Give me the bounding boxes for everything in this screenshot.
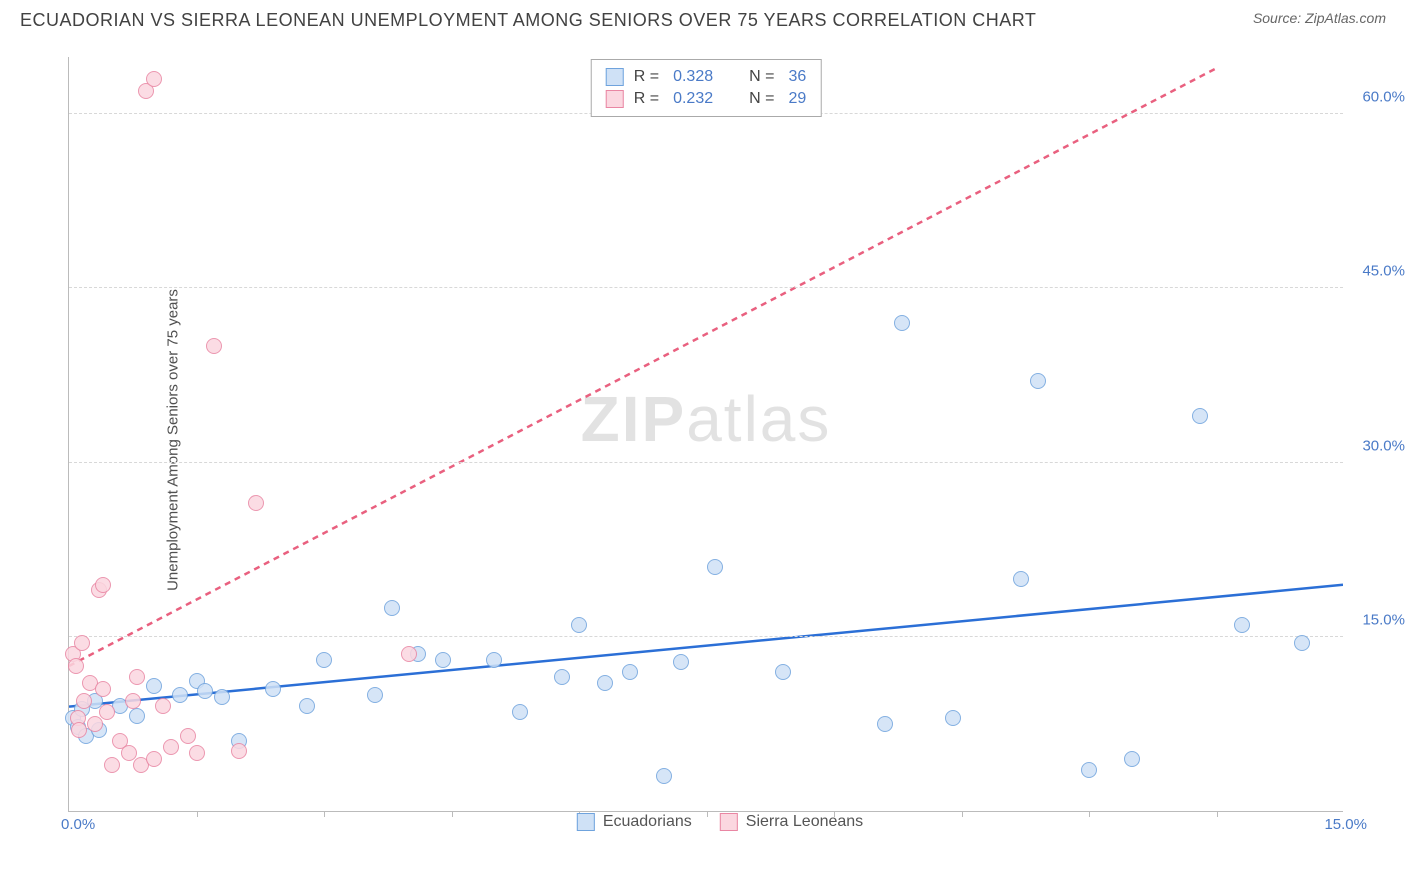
data-point bbox=[877, 716, 893, 732]
data-point bbox=[435, 652, 451, 668]
data-point bbox=[99, 704, 115, 720]
x-tick-mark bbox=[324, 811, 325, 817]
data-point bbox=[146, 678, 162, 694]
x-tick-mark bbox=[197, 811, 198, 817]
data-point bbox=[656, 768, 672, 784]
y-tick-label: 30.0% bbox=[1362, 437, 1405, 454]
data-point bbox=[214, 689, 230, 705]
data-point bbox=[894, 315, 910, 331]
stats-legend: R = 0.328 N = 36 R = 0.232 N = 29 bbox=[591, 59, 822, 117]
data-point bbox=[571, 617, 587, 633]
data-point bbox=[622, 664, 638, 680]
n-label: N = bbox=[749, 90, 774, 108]
x-tick-mark bbox=[1089, 811, 1090, 817]
legend-swatch bbox=[577, 813, 595, 831]
r-value: 0.328 bbox=[673, 68, 713, 86]
data-point bbox=[71, 722, 87, 738]
n-label: N = bbox=[749, 68, 774, 86]
x-axis-origin-label: 0.0% bbox=[61, 816, 95, 833]
data-point bbox=[95, 577, 111, 593]
r-label: R = bbox=[634, 68, 659, 86]
y-tick-label: 60.0% bbox=[1362, 89, 1405, 106]
gridline bbox=[69, 287, 1343, 288]
data-point bbox=[104, 757, 120, 773]
trend-line bbox=[69, 585, 1343, 707]
plot-area: ZIPatlas R =0.328N =36R =0.232N =29 0.0%… bbox=[68, 57, 1343, 812]
watermark: ZIPatlas bbox=[581, 382, 832, 456]
data-point bbox=[146, 71, 162, 87]
data-point bbox=[486, 652, 502, 668]
data-point bbox=[74, 635, 90, 651]
data-point bbox=[1013, 571, 1029, 587]
data-point bbox=[673, 654, 689, 670]
data-point bbox=[316, 652, 332, 668]
data-point bbox=[597, 675, 613, 691]
gridline bbox=[69, 462, 1343, 463]
stats-legend-row: R = 0.232 N = 29 bbox=[606, 88, 807, 110]
data-point bbox=[189, 745, 205, 761]
n-value: 29 bbox=[788, 90, 806, 108]
data-point bbox=[1234, 617, 1250, 633]
data-point bbox=[1081, 762, 1097, 778]
data-point bbox=[707, 559, 723, 575]
data-point bbox=[129, 708, 145, 724]
data-point bbox=[125, 693, 141, 709]
legend-label: Sierra Leoneans bbox=[746, 813, 863, 831]
legend-swatch bbox=[720, 813, 738, 831]
x-axis-max-label: 15.0% bbox=[1324, 816, 1367, 833]
legend-swatch bbox=[606, 90, 624, 108]
x-tick-mark bbox=[962, 811, 963, 817]
data-point bbox=[87, 716, 103, 732]
data-point bbox=[231, 743, 247, 759]
legend-item: Ecuadorians bbox=[577, 813, 692, 831]
y-tick-label: 15.0% bbox=[1362, 611, 1405, 628]
series-legend: Ecuadorians Sierra Leoneans bbox=[577, 813, 863, 831]
chart-container: Unemployment Among Seniors over 75 years… bbox=[50, 45, 1390, 835]
gridline bbox=[69, 636, 1343, 637]
data-point bbox=[554, 669, 570, 685]
y-tick-label: 45.0% bbox=[1362, 263, 1405, 280]
data-point bbox=[180, 728, 196, 744]
n-value: 36 bbox=[788, 68, 806, 86]
r-label: R = bbox=[634, 90, 659, 108]
trend-lines bbox=[69, 57, 1343, 811]
data-point bbox=[95, 681, 111, 697]
r-value: 0.232 bbox=[673, 90, 713, 108]
data-point bbox=[1124, 751, 1140, 767]
data-point bbox=[155, 698, 171, 714]
data-point bbox=[163, 739, 179, 755]
source-label: Source: ZipAtlas.com bbox=[1253, 10, 1386, 26]
legend-swatch bbox=[606, 68, 624, 86]
data-point bbox=[68, 658, 84, 674]
legend-item: Sierra Leoneans bbox=[720, 813, 863, 831]
data-point bbox=[1030, 373, 1046, 389]
stats-legend-row: R = 0.328 N = 36 bbox=[606, 66, 807, 88]
data-point bbox=[206, 338, 222, 354]
chart-title: ECUADORIAN VS SIERRA LEONEAN UNEMPLOYMEN… bbox=[20, 10, 1036, 31]
data-point bbox=[384, 600, 400, 616]
data-point bbox=[129, 669, 145, 685]
data-point bbox=[146, 751, 162, 767]
data-point bbox=[1192, 408, 1208, 424]
data-point bbox=[248, 495, 264, 511]
data-point bbox=[299, 698, 315, 714]
data-point bbox=[197, 683, 213, 699]
data-point bbox=[775, 664, 791, 680]
data-point bbox=[76, 693, 92, 709]
trend-line bbox=[69, 69, 1216, 666]
data-point bbox=[367, 687, 383, 703]
data-point bbox=[401, 646, 417, 662]
legend-label: Ecuadorians bbox=[603, 813, 692, 831]
x-tick-mark bbox=[1217, 811, 1218, 817]
data-point bbox=[1294, 635, 1310, 651]
data-point bbox=[512, 704, 528, 720]
data-point bbox=[945, 710, 961, 726]
data-point bbox=[265, 681, 281, 697]
data-point bbox=[172, 687, 188, 703]
x-tick-mark bbox=[452, 811, 453, 817]
